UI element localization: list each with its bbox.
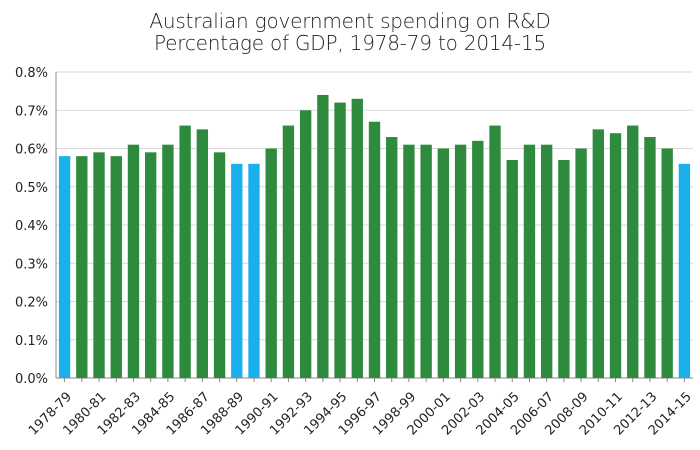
bar xyxy=(558,159,570,378)
y-tick-label: 0.1% xyxy=(15,334,48,349)
bar xyxy=(317,94,329,378)
bar xyxy=(575,148,587,378)
y-tick-label: 0.8% xyxy=(15,66,48,81)
bar xyxy=(420,144,432,378)
bar xyxy=(334,102,346,378)
bar xyxy=(454,144,467,378)
bar xyxy=(196,129,209,378)
bar xyxy=(403,144,415,378)
bar xyxy=(162,144,174,378)
bar xyxy=(592,129,604,378)
bar xyxy=(351,98,363,379)
bar xyxy=(523,144,536,378)
bar xyxy=(179,125,191,378)
y-tick-label: 0.6% xyxy=(15,143,48,158)
bar xyxy=(299,110,312,378)
bar xyxy=(213,152,226,378)
bar xyxy=(58,156,71,378)
bar xyxy=(437,148,450,378)
bar xyxy=(145,152,157,378)
y-tick-label: 0.7% xyxy=(15,104,48,119)
y-tick-label: 0.4% xyxy=(15,219,48,234)
bar xyxy=(76,156,88,378)
bar xyxy=(231,163,243,378)
bar xyxy=(678,163,691,378)
bar xyxy=(127,144,140,378)
bar xyxy=(248,163,260,378)
bar xyxy=(386,137,398,378)
y-tick-label: 0.0% xyxy=(15,372,48,387)
bar xyxy=(609,133,622,378)
bar xyxy=(506,159,518,378)
y-tick-label: 0.3% xyxy=(15,257,48,272)
bar xyxy=(644,137,656,378)
bar xyxy=(472,140,484,378)
bar xyxy=(540,144,553,378)
bar xyxy=(368,121,381,378)
bar xyxy=(110,156,122,378)
chart-subtitle: Percentage of GDP, 1978-79 to 2014-15 xyxy=(153,31,546,55)
bar xyxy=(627,125,639,378)
y-tick-label: 0.2% xyxy=(15,296,48,311)
y-tick-label: 0.5% xyxy=(15,181,48,196)
bar xyxy=(93,152,105,378)
chart-title-block: Australian government spending on R&D Pe… xyxy=(0,10,700,54)
bar xyxy=(265,148,277,378)
chart-title: Australian government spending on R&D xyxy=(149,9,551,33)
bar xyxy=(489,125,501,378)
bar xyxy=(282,125,295,378)
bar xyxy=(661,148,673,378)
